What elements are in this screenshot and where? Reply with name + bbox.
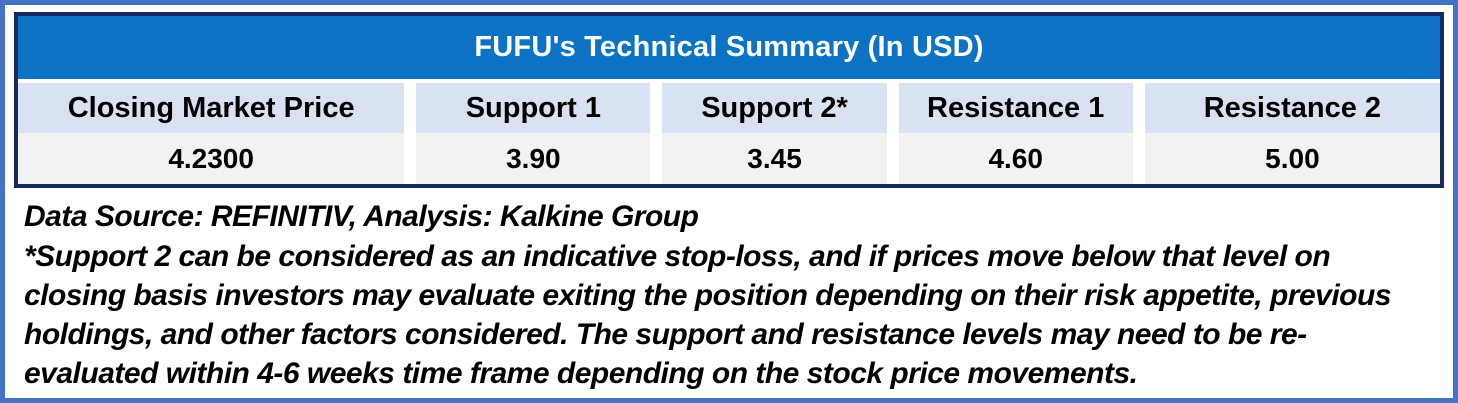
table-columns: Closing Market Price 4.2300 Support 1 3.… <box>18 83 1440 184</box>
column-value: 4.60 <box>898 133 1133 184</box>
technical-summary-table: FUFU's Technical Summary (In USD) Closin… <box>14 12 1444 188</box>
column-closing-market-price: Closing Market Price 4.2300 <box>18 83 405 184</box>
column-support-2: Support 2* 3.45 <box>662 83 887 184</box>
title-separator <box>18 79 1440 83</box>
table-title: FUFU's Technical Summary (In USD) <box>18 16 1440 79</box>
column-support-1: Support 1 3.90 <box>416 83 651 184</box>
column-resistance-2: Resistance 2 5.00 <box>1144 83 1440 184</box>
column-value: 3.90 <box>416 133 651 184</box>
column-resistance-1: Resistance 1 4.60 <box>898 83 1133 184</box>
data-source-note: Data Source: REFINITIV, Analysis: Kalkin… <box>24 200 699 233</box>
column-header: Resistance 1 <box>898 83 1133 133</box>
column-header: Resistance 2 <box>1144 83 1440 133</box>
column-value: 5.00 <box>1144 133 1440 184</box>
column-header: Support 2* <box>662 83 887 133</box>
column-header: Support 1 <box>416 83 651 133</box>
column-value: 4.2300 <box>18 133 405 184</box>
support2-disclaimer-note: *Support 2 can be considered as an indic… <box>24 240 1392 390</box>
footnotes: Data Source: REFINITIV, Analysis: Kalkin… <box>14 188 1444 393</box>
column-header: Closing Market Price <box>18 83 405 133</box>
column-value: 3.45 <box>662 133 887 184</box>
